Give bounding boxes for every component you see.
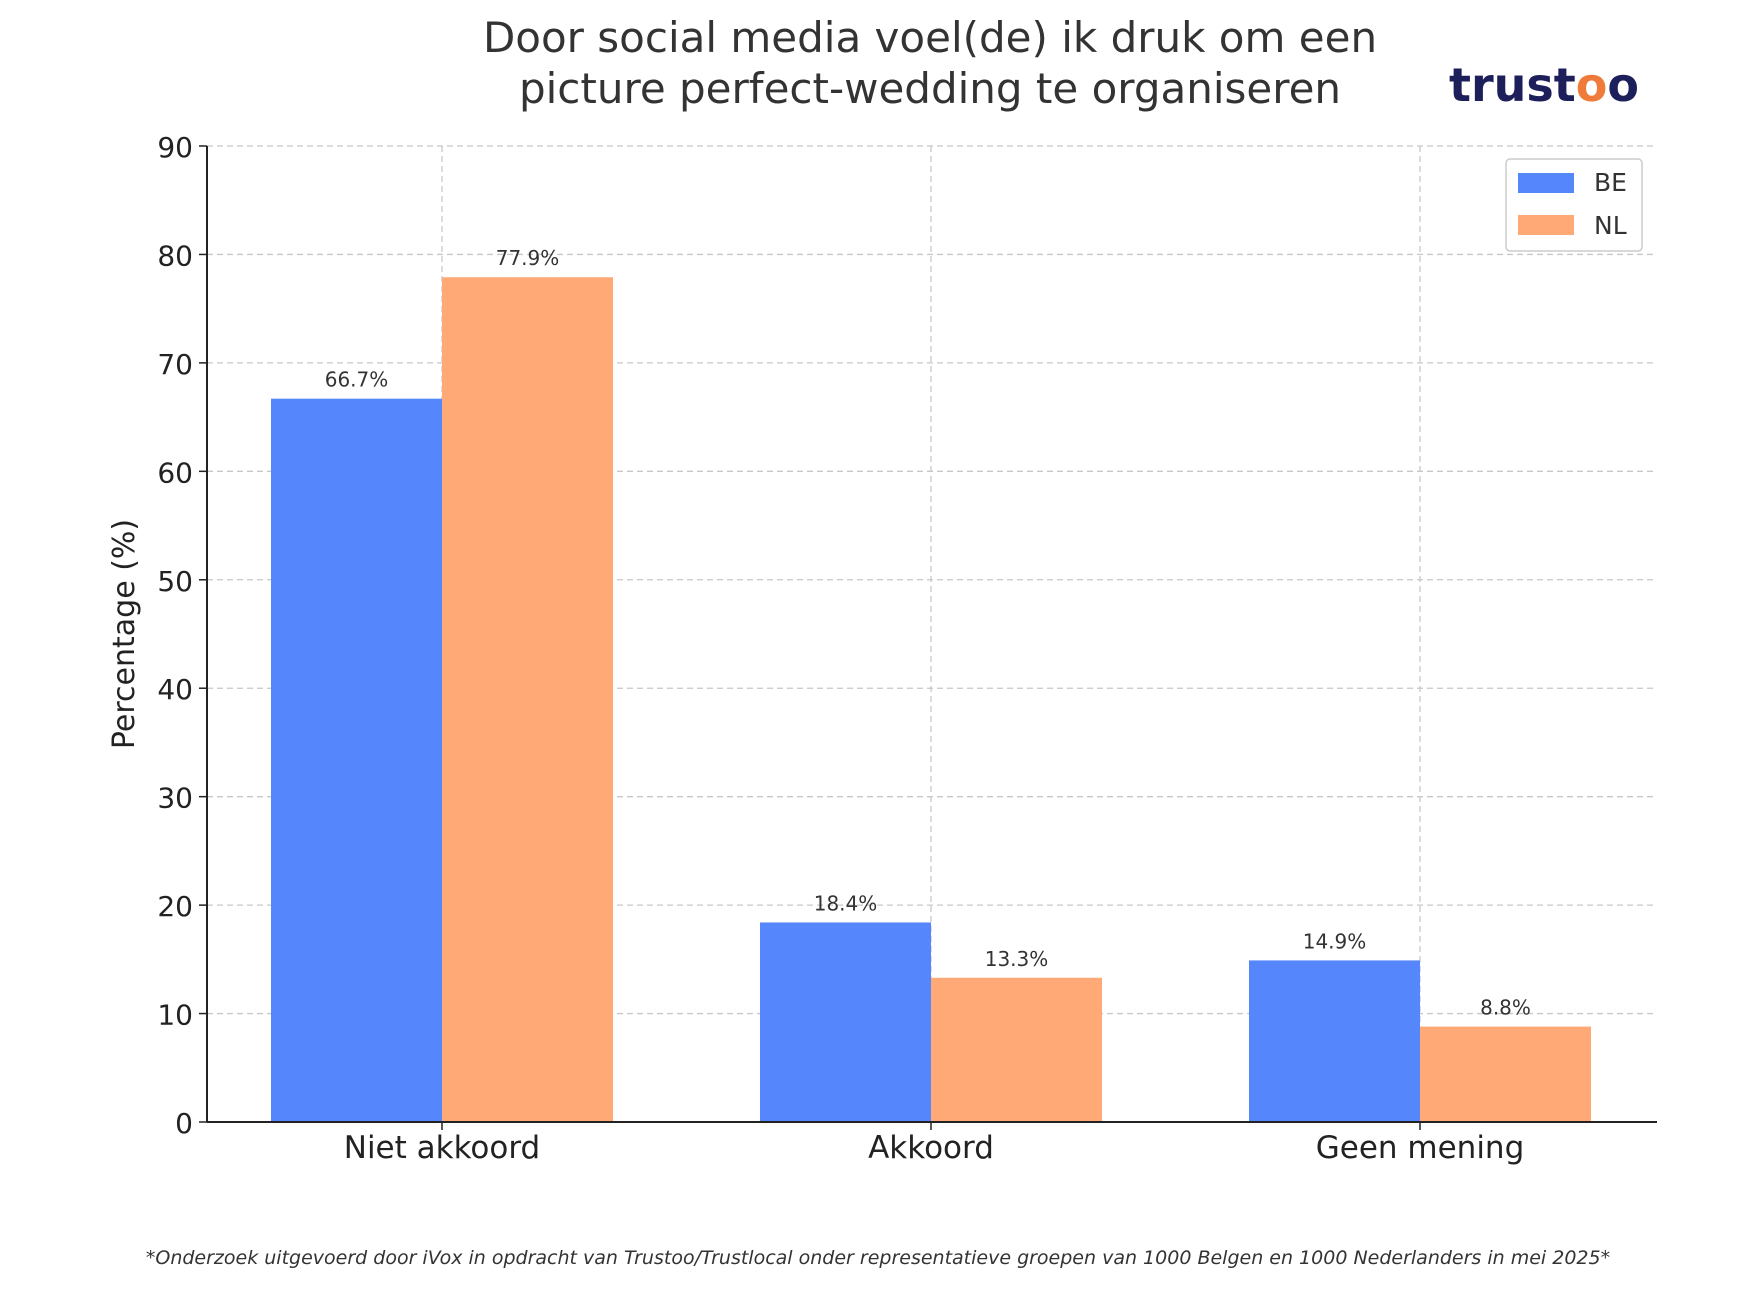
bar-be-niet-akkoord — [271, 398, 442, 1123]
x-tick-label: Geen mening — [1316, 1130, 1525, 1166]
legend-label-be: BE — [1594, 168, 1627, 197]
legend-swatch-be — [1518, 173, 1574, 193]
bars — [271, 277, 1591, 1123]
bar-value-label: 66.7% — [325, 368, 389, 392]
bar-be-geen-mening — [1249, 960, 1420, 1122]
y-tick-label: 10 — [157, 999, 193, 1032]
bar-value-label: 77.9% — [496, 246, 560, 270]
bar-value-labels: 66.7% 18.4% 14.9% 77.9% 13.3% 8.8% — [325, 246, 1531, 1019]
legend-label-nl: NL — [1594, 211, 1627, 240]
y-tick-label: 60 — [157, 456, 193, 489]
bar-nl-niet-akkoord — [442, 277, 613, 1122]
y-tick-label: 30 — [157, 782, 193, 815]
footnote: *Onderzoek uitgevoerd door iVox in opdra… — [145, 1247, 1611, 1269]
bar-nl-geen-mening — [1420, 1026, 1591, 1122]
trustoo-logo: trustoo — [1449, 58, 1639, 112]
bar-value-label: 14.9% — [1303, 929, 1367, 953]
y-tick-label: 20 — [157, 890, 193, 923]
y-tick-label: 0 — [175, 1107, 193, 1140]
y-axis-label: Percentage (%) — [107, 519, 142, 749]
y-tick-label: 50 — [157, 565, 193, 598]
logo-wordmark: trustoo — [1449, 58, 1639, 112]
y-tick-label: 40 — [157, 673, 193, 706]
chart-title-line-2: picture perfect-wedding te organiseren — [519, 64, 1341, 113]
bar-value-label: 18.4% — [814, 891, 878, 915]
chart-title-line-1: Door social media voel(de) ik druk om ee… — [483, 13, 1377, 62]
axes: 0 10 20 30 40 50 60 70 80 90 Niet akkoord Akkoord Ge… — [157, 131, 1657, 1166]
y-tick-label: 90 — [157, 131, 193, 164]
bar-be-akkoord — [760, 922, 931, 1122]
y-tick-label: 70 — [157, 348, 193, 381]
x-tick-label: Akkoord — [868, 1130, 994, 1166]
bar-nl-akkoord — [931, 977, 1102, 1122]
bar-value-label: 13.3% — [985, 947, 1049, 971]
bar-value-label: 8.8% — [1480, 996, 1531, 1020]
legend: BE NL — [1505, 158, 1643, 252]
x-tick-label: Niet akkoord — [344, 1130, 541, 1166]
y-tick-label: 80 — [157, 239, 193, 272]
legend-swatch-nl — [1518, 215, 1574, 235]
